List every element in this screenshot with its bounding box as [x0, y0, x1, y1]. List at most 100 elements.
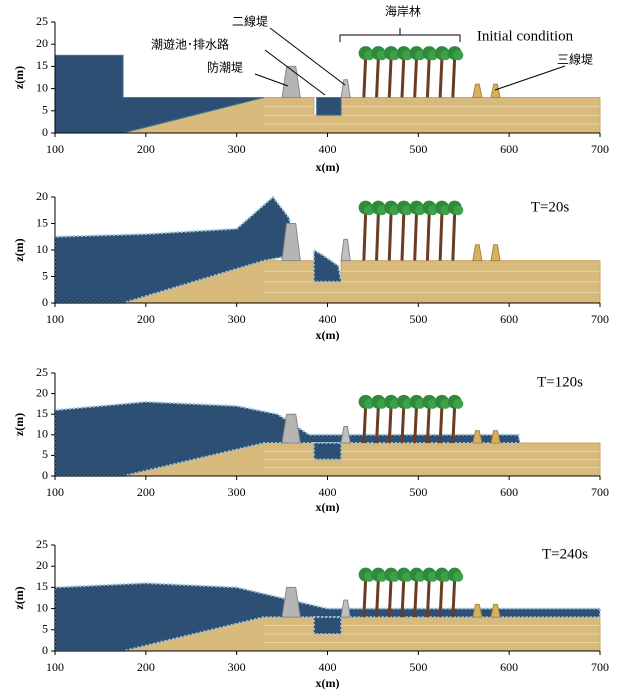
tree-crown: [453, 572, 463, 582]
x-tick-label: 600: [500, 660, 518, 674]
x-tick-label: 300: [228, 485, 246, 499]
x-axis-label: x(m): [316, 160, 340, 174]
tree-trunk: [427, 58, 429, 98]
tree-trunk: [453, 579, 455, 617]
x-tick-label: 200: [137, 312, 155, 326]
x-tick-label: 300: [228, 312, 246, 326]
tree-trunk: [453, 213, 455, 261]
tree-trunk: [377, 213, 379, 261]
y-tick-label: 15: [36, 58, 48, 72]
x-tick-label: 300: [228, 142, 246, 156]
x-tick-label: 100: [46, 142, 64, 156]
x-tick-label: 700: [591, 660, 609, 674]
y-tick-label: 10: [36, 242, 48, 256]
levee: [341, 427, 350, 443]
x-tick-label: 400: [319, 142, 337, 156]
levee: [282, 414, 300, 443]
y-axis-label: z(m): [12, 586, 26, 609]
y-axis-label: z(m): [12, 66, 26, 89]
y-tick-label: 25: [36, 537, 48, 551]
tree-crown: [453, 205, 463, 215]
annotation: 三線堤: [557, 52, 593, 67]
y-axis-label: z(m): [12, 238, 26, 261]
x-tick-label: 700: [591, 142, 609, 156]
tree-trunk: [415, 579, 417, 617]
annotation: 防潮堤: [207, 60, 243, 75]
x-tick-label: 200: [137, 142, 155, 156]
tree-trunk: [402, 213, 404, 261]
x-axis-label: x(m): [316, 676, 340, 690]
levee: [473, 84, 482, 97]
tree-trunk: [377, 579, 379, 617]
tree-trunk: [377, 406, 379, 443]
tree-trunk: [364, 579, 366, 617]
leader-line: [270, 28, 345, 85]
y-axis-label: z(m): [12, 413, 26, 436]
water: [314, 617, 341, 634]
tree-trunk: [415, 406, 417, 443]
tree-trunk: [453, 406, 455, 443]
tree-trunk: [364, 406, 366, 443]
y-tick-label: 0: [42, 125, 48, 139]
annotation: T=240s: [542, 546, 588, 562]
y-tick-label: 10: [36, 427, 48, 441]
y-tick-label: 20: [36, 558, 48, 572]
y-tick-label: 5: [42, 447, 48, 461]
tree-trunk: [440, 406, 442, 443]
y-tick-label: 15: [36, 215, 48, 229]
y-tick-label: 20: [36, 189, 48, 203]
tree-trunk: [389, 406, 391, 443]
tree-trunk: [427, 213, 429, 261]
y-tick-label: 15: [36, 406, 48, 420]
levee: [473, 431, 482, 443]
y-tick-label: 20: [36, 385, 48, 399]
x-tick-label: 500: [409, 142, 427, 156]
annotation: 二線堤: [232, 14, 268, 29]
tree-trunk: [364, 58, 366, 98]
tree-trunk: [440, 58, 442, 98]
levee: [473, 604, 482, 617]
leader-line: [255, 74, 288, 86]
x-tick-label: 200: [137, 485, 155, 499]
x-axis-label: x(m): [316, 328, 340, 342]
levee: [282, 66, 300, 97]
annotation: T=20s: [531, 199, 570, 215]
x-tick-label: 600: [500, 142, 518, 156]
x-tick-label: 500: [409, 312, 427, 326]
y-tick-label: 25: [36, 14, 48, 28]
tree-trunk: [389, 58, 391, 98]
levee: [491, 84, 500, 97]
x-tick-label: 100: [46, 660, 64, 674]
y-tick-label: 0: [42, 468, 48, 482]
x-tick-label: 100: [46, 312, 64, 326]
water: [314, 443, 341, 459]
tree-trunk: [427, 406, 429, 443]
water: [314, 250, 341, 282]
x-tick-label: 400: [319, 312, 337, 326]
tree-trunk: [402, 579, 404, 617]
tree-trunk: [389, 579, 391, 617]
y-tick-label: 5: [42, 622, 48, 636]
x-axis-label: x(m): [316, 500, 340, 514]
levee: [341, 239, 350, 260]
water: [317, 97, 342, 115]
y-tick-label: 0: [42, 643, 48, 657]
figure: 0510152025100200300400500600700x(m)z(m)海…: [0, 0, 622, 691]
levee: [341, 600, 350, 617]
y-tick-label: 15: [36, 579, 48, 593]
tree-trunk: [440, 579, 442, 617]
tree-crown: [453, 50, 463, 60]
x-tick-label: 600: [500, 485, 518, 499]
levee: [491, 604, 500, 617]
y-tick-label: 5: [42, 268, 48, 282]
tree-trunk: [440, 213, 442, 261]
x-tick-label: 400: [319, 485, 337, 499]
tree-trunk: [402, 406, 404, 443]
x-tick-label: 200: [137, 660, 155, 674]
tree-crown: [453, 399, 463, 409]
annotation: T=120s: [537, 374, 583, 390]
